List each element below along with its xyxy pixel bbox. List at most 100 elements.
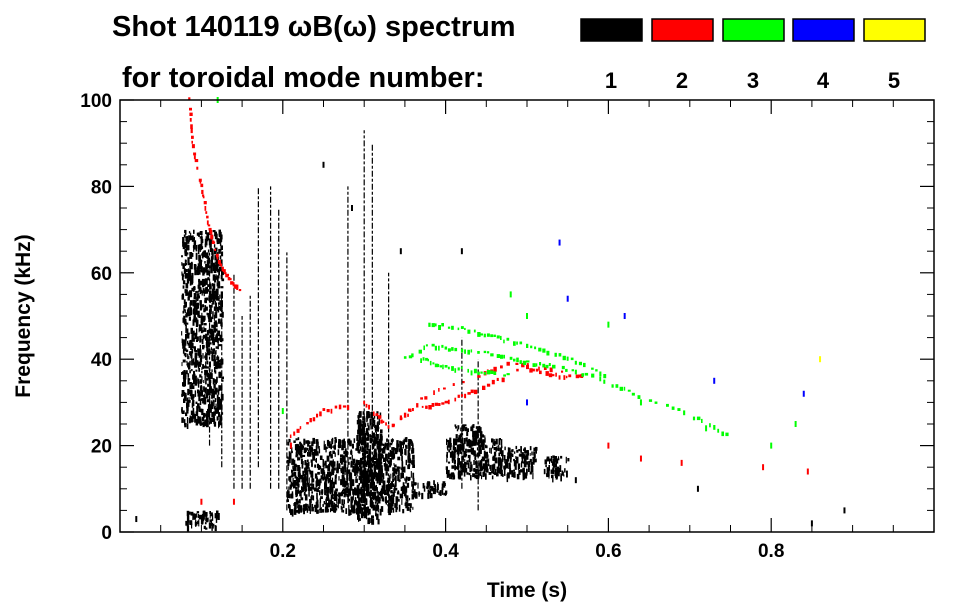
mode-1-region-pixel bbox=[197, 516, 200, 518]
mode-2-curve-pixel bbox=[189, 107, 192, 111]
mode-1-region-pixel bbox=[291, 447, 293, 454]
mode-2-curve-pixel bbox=[407, 413, 409, 417]
mode-1-region-pixel bbox=[324, 482, 327, 489]
mode-3-curve-pixel bbox=[571, 369, 574, 372]
mode-2-curve-pixel bbox=[198, 178, 202, 182]
mode-1-region-pixel bbox=[366, 411, 370, 415]
mode-2-curve-pixel bbox=[224, 272, 227, 275]
mode-2-curve-pixel bbox=[201, 189, 204, 195]
mode-1-region-pixel bbox=[545, 459, 547, 463]
mode-3-curve-pixel bbox=[490, 353, 494, 357]
mode-1-region-pixel bbox=[186, 328, 189, 334]
mode-1-region-pixel bbox=[391, 450, 395, 456]
mode-2-curve-pixel bbox=[403, 412, 407, 418]
mode-1-region-pixel bbox=[208, 522, 211, 529]
mode-1-region-pixel bbox=[215, 276, 219, 280]
mode-1-region-pixel bbox=[359, 477, 363, 484]
mode-1-region-pixel bbox=[295, 477, 299, 482]
mode-1-region-pixel bbox=[299, 504, 301, 508]
mode-3-curve-pixel bbox=[584, 372, 589, 376]
mode-1-region-pixel bbox=[418, 491, 420, 497]
mode-1-region-pixel bbox=[520, 469, 523, 473]
mode-1-region-pixel bbox=[376, 437, 379, 441]
mode-1-region-pixel bbox=[408, 445, 411, 451]
mode-3-curve-pixel bbox=[522, 360, 527, 366]
mode-1-region-pixel bbox=[384, 491, 387, 496]
mode-1-region-pixel bbox=[218, 303, 220, 307]
mode-3-curve-pixel bbox=[429, 360, 432, 366]
mode-1-region-pixel bbox=[453, 451, 456, 458]
mode-1-region-pixel bbox=[213, 400, 215, 407]
mode-1-region-pixel bbox=[559, 465, 562, 472]
mode-1-region-pixel bbox=[304, 494, 308, 501]
mode-1-region-pixel bbox=[494, 457, 498, 464]
mode-1-region-pixel bbox=[298, 499, 301, 504]
mode-1-region-pixel bbox=[305, 440, 308, 444]
mode-3-curve-pixel bbox=[513, 358, 516, 362]
mode-1-region-pixel bbox=[219, 399, 222, 406]
mode-1-region-pixel bbox=[478, 440, 480, 446]
mode-1-region-pixel bbox=[325, 479, 327, 487]
mode-1-region-pixel bbox=[401, 455, 403, 461]
mode-1-region-pixel bbox=[358, 483, 360, 486]
mode-1-region-pixel bbox=[334, 439, 337, 443]
mode-1-region-pixel bbox=[195, 520, 197, 527]
mode-2-curve-pixel bbox=[385, 422, 387, 426]
mode-1-region-pixel bbox=[218, 337, 221, 341]
mode-1-region-pixel bbox=[359, 458, 363, 465]
mode-1-region-pixel bbox=[213, 359, 216, 364]
mode-1-region-pixel bbox=[183, 234, 186, 238]
mode-1-region-pixel bbox=[340, 454, 343, 458]
mode-1-region-pixel bbox=[190, 344, 193, 350]
mode-1-region-pixel bbox=[475, 426, 479, 429]
mode-2-curve-2 bbox=[289, 365, 584, 438]
mode-3-curve-pixel bbox=[578, 361, 582, 366]
mode-3-point-5 bbox=[705, 425, 708, 432]
mode-1-region-pixel bbox=[296, 444, 299, 450]
mode-2-curve-pixel bbox=[565, 375, 568, 379]
mode-1-region-pixel bbox=[412, 478, 415, 483]
mode-1-region-pixel bbox=[184, 348, 186, 351]
mode-1-region-pixel bbox=[341, 491, 343, 496]
mode-1-region-pixel bbox=[515, 456, 517, 459]
mode-1-region-pixel bbox=[382, 488, 385, 493]
mode-1-region-pixel bbox=[405, 459, 407, 466]
mode-1-region-pixel bbox=[445, 490, 448, 494]
mode-1-region-pixel bbox=[403, 439, 405, 445]
mode-1-region-pixel bbox=[192, 310, 196, 315]
mode-3-curve-pixel bbox=[467, 329, 471, 334]
mode-1-region-pixel bbox=[370, 422, 372, 430]
mode-2-curve-pixel bbox=[387, 425, 390, 429]
mode-1-region-pixel bbox=[185, 520, 188, 526]
mode-1-region-pixel bbox=[376, 473, 379, 476]
mode-1-region-pixel bbox=[200, 235, 203, 239]
mode-3-curve-pixel bbox=[513, 341, 516, 346]
mode-1-region-pixel bbox=[185, 301, 187, 307]
mode-1-region-pixel bbox=[323, 501, 326, 505]
mode-1-region-pixel bbox=[464, 427, 467, 431]
mode-1-region-pixel bbox=[467, 462, 470, 469]
mode-1-region-pixel bbox=[361, 447, 365, 452]
mode-3-curve-pixel bbox=[486, 370, 491, 375]
mode-1-region-pixel bbox=[196, 232, 200, 236]
mode-3-curve-pixel bbox=[493, 371, 497, 375]
mode-1-region-pixel bbox=[215, 308, 217, 314]
mode-1-region-pixel bbox=[454, 459, 456, 464]
mode-2-point-5 bbox=[680, 459, 683, 466]
mode-2-curve-pixel bbox=[521, 363, 525, 368]
mode-3-curve-pixel bbox=[447, 366, 450, 370]
mode-1-region-pixel bbox=[382, 490, 385, 494]
mode-2-curve-pixel bbox=[188, 97, 191, 100]
mode-1-region-pixel bbox=[353, 438, 356, 443]
mode-1-region-pixel bbox=[481, 475, 483, 480]
mode-1-region-pixel bbox=[205, 252, 209, 256]
mode-2-curve-pixel bbox=[515, 362, 519, 365]
mode-1-region-pixel bbox=[214, 312, 218, 319]
mode-1-region-pixel bbox=[205, 361, 207, 368]
mode-1-region-9 bbox=[185, 510, 220, 532]
mode-1-region-pixel bbox=[364, 472, 367, 477]
mode-1-region-pixel bbox=[317, 486, 319, 492]
mode-1-region-pixel bbox=[401, 472, 404, 479]
mode-2-curve-pixel bbox=[424, 396, 428, 400]
mode-1-region-pixel bbox=[365, 483, 368, 487]
